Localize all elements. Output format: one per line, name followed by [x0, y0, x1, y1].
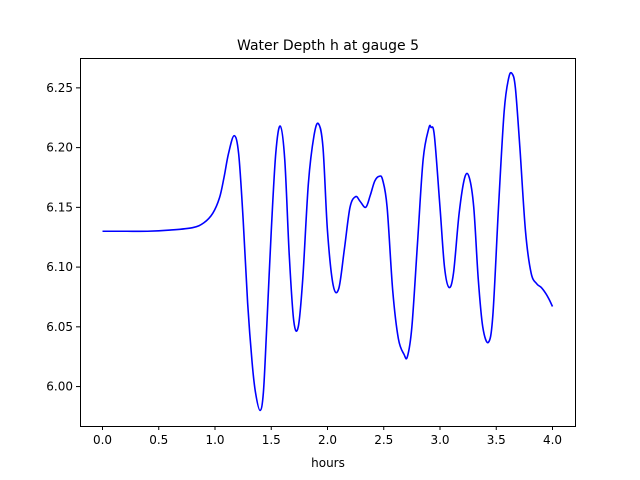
x-tick-label: 3.0 [430, 433, 449, 447]
x-tick-label: 2.5 [374, 433, 393, 447]
y-tick-label: 6.25 [46, 81, 73, 95]
x-tick-label: 0.5 [149, 433, 168, 447]
y-tick-label: 6.00 [46, 380, 73, 394]
x-axis-label: hours [311, 456, 345, 470]
y-tick-label: 6.15 [46, 200, 73, 214]
y-tick-label: 6.10 [46, 260, 73, 274]
axes-frame [80, 58, 576, 427]
x-tick-label: 2.0 [318, 433, 337, 447]
chart-title: Water Depth h at gauge 5 [237, 38, 419, 54]
x-tick-label: 0.0 [93, 433, 112, 447]
x-tick-label: 3.5 [487, 433, 506, 447]
series-line [102, 71, 554, 412]
y-axis-ticks: 6.00 6.05 6.10 6.15 6.20 6.25 [46, 81, 80, 394]
x-tick-label: 4.0 [543, 433, 562, 447]
x-tick-label: 1.0 [205, 433, 224, 447]
y-tick-label: 6.05 [46, 320, 73, 334]
plot-area [102, 71, 554, 412]
x-axis-ticks: 0.0 0.5 1.0 1.5 2.0 2.5 3.0 3.5 4.0 [93, 426, 562, 447]
y-tick-label: 6.20 [46, 141, 73, 155]
x-tick-label: 1.5 [262, 433, 281, 447]
